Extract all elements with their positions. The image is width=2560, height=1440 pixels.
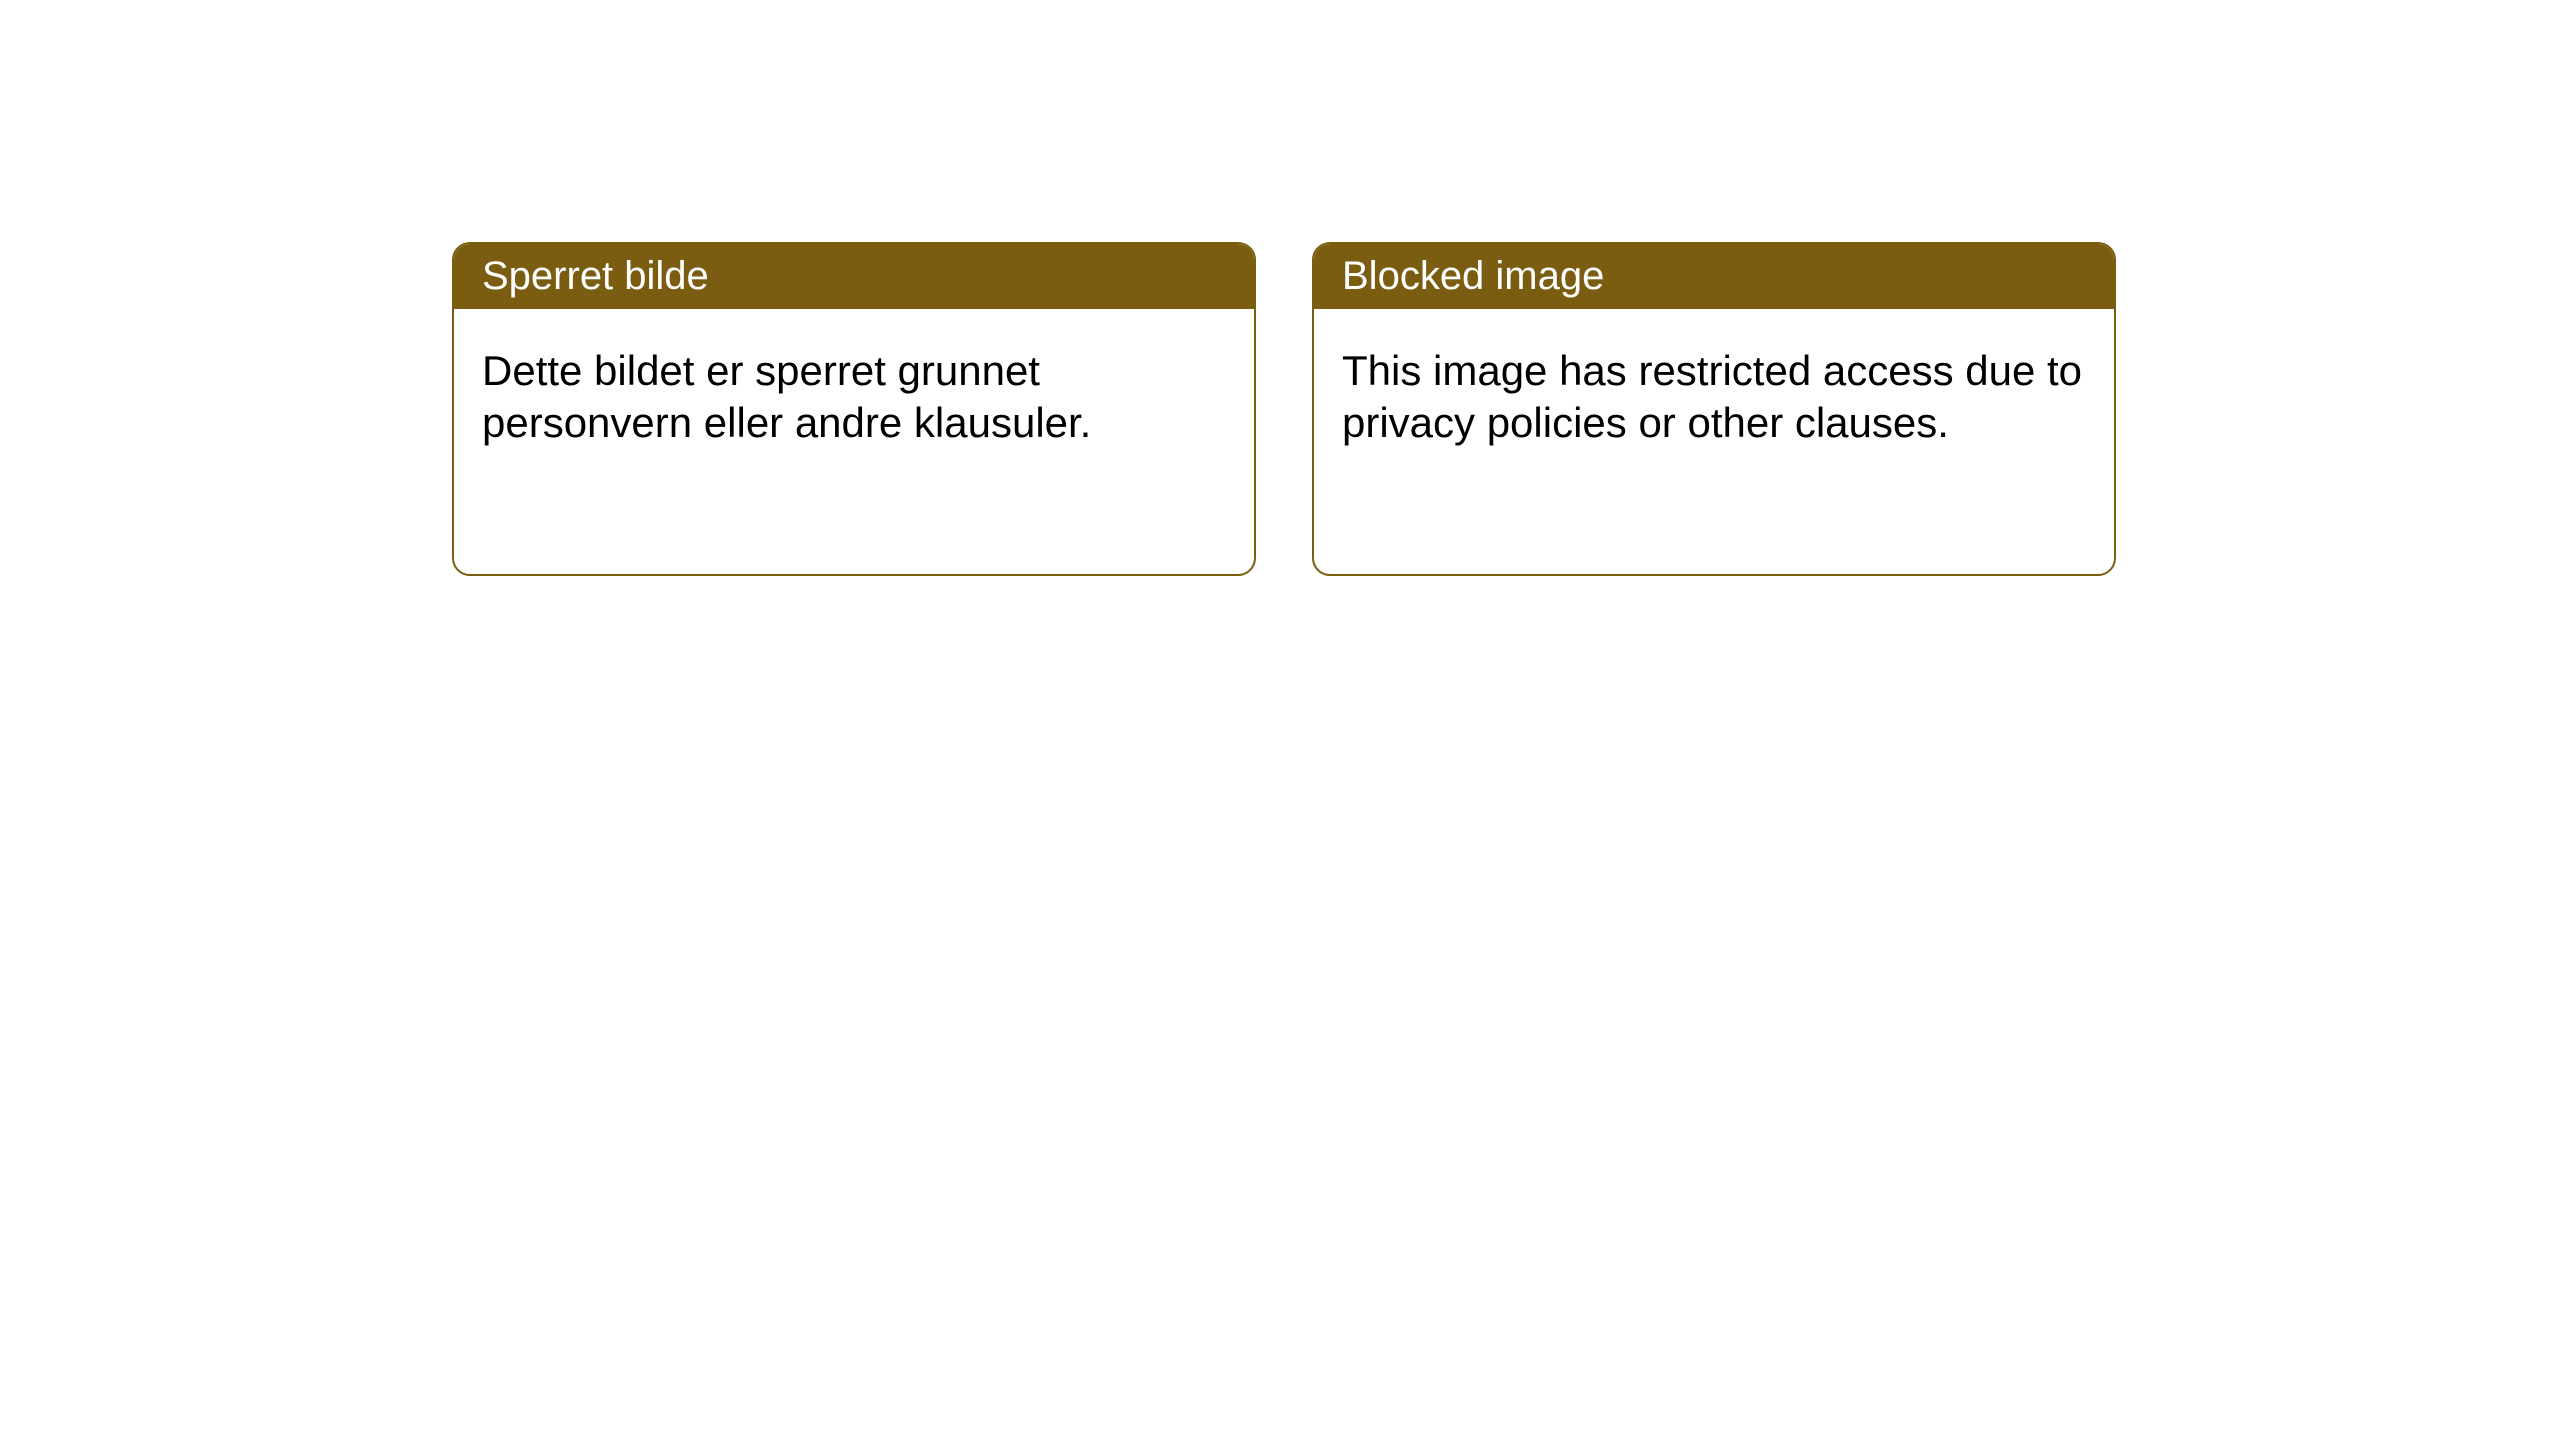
- notice-header: Sperret bilde: [454, 244, 1254, 309]
- notice-title: Blocked image: [1342, 254, 1604, 298]
- notice-title: Sperret bilde: [482, 254, 709, 298]
- notice-message: Dette bildet er sperret grunnet personve…: [482, 347, 1091, 446]
- notice-body: This image has restricted access due to …: [1314, 309, 2114, 485]
- notice-body: Dette bildet er sperret grunnet personve…: [454, 309, 1254, 485]
- notice-card-english: Blocked image This image has restricted …: [1312, 242, 2116, 576]
- notice-header: Blocked image: [1314, 244, 2114, 309]
- notice-container: Sperret bilde Dette bildet er sperret gr…: [0, 0, 2560, 576]
- notice-card-norwegian: Sperret bilde Dette bildet er sperret gr…: [452, 242, 1256, 576]
- notice-message: This image has restricted access due to …: [1342, 347, 2082, 446]
